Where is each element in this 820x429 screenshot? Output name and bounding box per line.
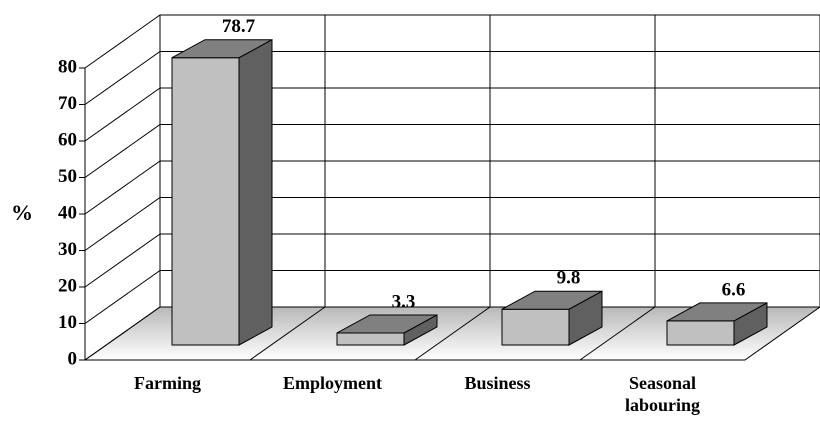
y-tick-label: 70: [58, 93, 77, 114]
data-label: 9.8: [557, 268, 581, 289]
y-tick-label: 10: [58, 312, 77, 333]
bar-front: [171, 57, 240, 346]
floor-divider: [579, 306, 656, 361]
data-label: 78.7: [222, 16, 256, 37]
x-tick-label: Employment: [283, 373, 382, 393]
bar-top: [666, 302, 768, 322]
y-tick-label: 40: [58, 202, 77, 223]
data-label: 6.6: [722, 279, 746, 300]
x-tick-label: Business: [464, 373, 531, 393]
bar-front: [501, 308, 570, 346]
y-tick-label: 60: [58, 129, 77, 150]
y-tick-label: 80: [58, 56, 77, 77]
bar-top: [336, 314, 438, 334]
bar-front: [336, 332, 405, 346]
y-axis-label: %: [11, 200, 33, 225]
y-tick-label: 0: [68, 348, 78, 369]
floor-divider: [249, 306, 326, 361]
bar-top: [501, 290, 603, 310]
data-label: 3.3: [392, 291, 416, 312]
y-tick-label: 20: [58, 275, 77, 296]
bar-front: [666, 320, 735, 346]
x-tick-label: Farming: [134, 373, 201, 393]
y-tick-label: 30: [58, 239, 77, 260]
x-tick-label: Seasonal labouring: [624, 373, 701, 415]
bar-top: [171, 39, 273, 59]
floor-divider: [414, 306, 491, 361]
y-tick-label: 50: [58, 166, 77, 187]
bar-side: [238, 38, 273, 346]
